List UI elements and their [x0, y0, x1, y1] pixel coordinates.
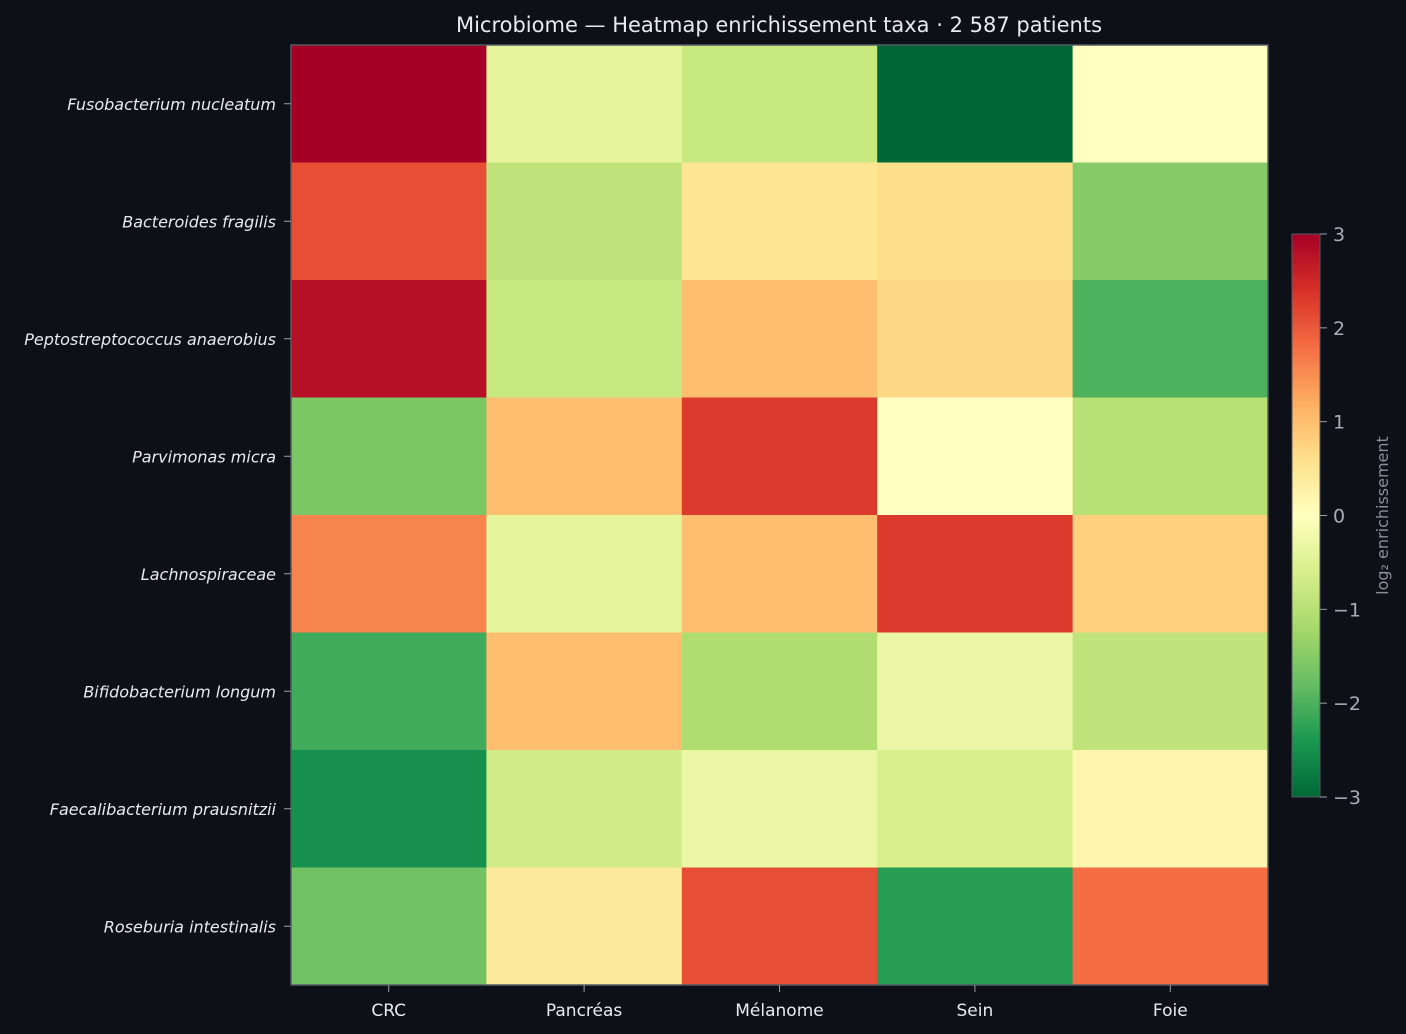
heatmap-cell: [877, 632, 1074, 751]
heatmap-cell: [486, 280, 683, 398]
colorbar-tick-label: 2: [1333, 318, 1345, 340]
heatmap-cell: [681, 45, 878, 163]
heatmap-cell: [681, 397, 878, 516]
heatmap-cell: [1072, 397, 1269, 516]
row-label: Lachnospiraceae: [141, 565, 276, 584]
row-label: Roseburia intestinalis: [104, 917, 276, 936]
column-labels: CRC Pancréas Mélanome Sein Foie: [371, 985, 1188, 1021]
heatmap-cell: [291, 750, 487, 868]
heatmap-cell: [1072, 750, 1269, 868]
colorbar-ticks: 3 2 1 0 −1 −2 −3: [1320, 224, 1361, 809]
column-label: Pancréas: [546, 1001, 623, 1021]
heatmap-cell: [1072, 162, 1269, 281]
heatmap-cell: [681, 867, 878, 986]
row-label: Parvimonas micra: [132, 447, 276, 466]
heatmap-cell: [486, 397, 683, 516]
heatmap-cell: [486, 162, 683, 281]
column-label: CRC: [371, 1001, 406, 1021]
heatmap-cell: [486, 867, 683, 986]
column-label: Mélanome: [735, 1001, 823, 1021]
heatmap-cell: [877, 397, 1074, 516]
colorbar-tick-label: 3: [1333, 224, 1345, 246]
row-label: Peptostreptococcus anaerobius: [24, 330, 276, 349]
heatmap-cell: [1072, 632, 1269, 751]
colorbar-label: log₂ enrichissement: [1373, 436, 1392, 595]
colorbar-tick-label: 0: [1333, 506, 1345, 528]
heatmap-cell: [877, 515, 1074, 633]
colorbar-tick-label: −3: [1333, 787, 1361, 809]
column-label: Sein: [957, 1001, 994, 1021]
heatmap-cell: [486, 45, 683, 163]
heatmap-cell: [877, 867, 1074, 986]
row-label: Fusobacterium nucleatum: [67, 95, 276, 114]
heatmap-cell: [1072, 45, 1269, 163]
heatmap-cell: [1072, 867, 1269, 986]
heatmap-cell: [486, 632, 683, 751]
heatmap-cell: [291, 280, 487, 398]
heatmap-cell: [291, 632, 487, 751]
row-label: Bifidobacterium longum: [83, 682, 276, 701]
heatmap-cell: [681, 750, 878, 868]
row-label: Bacteroides fragilis: [122, 212, 276, 231]
heatmap-cell: [486, 515, 683, 633]
heatmap-cell: [1072, 280, 1269, 398]
heatmap-cell: [291, 162, 487, 281]
colorbar-tick-label: −2: [1333, 693, 1361, 715]
heatmap-cell: [291, 867, 487, 986]
heatmap-cell: [291, 45, 487, 163]
heatmap-cell: [291, 515, 487, 633]
chart-title: Microbiome — Heatmap enrichissement taxa…: [456, 13, 1102, 37]
heatmap-cell: [486, 750, 683, 868]
colorbar-tick-label: 1: [1333, 412, 1345, 434]
heatmap-cell: [681, 515, 878, 633]
column-label: Foie: [1153, 1001, 1188, 1021]
heatmap-cells: [291, 45, 1269, 986]
heatmap-cell: [877, 162, 1074, 281]
heatmap-cell: [877, 280, 1074, 398]
colorbar-tick-label: −1: [1333, 599, 1361, 621]
heatmap-cell: [681, 162, 878, 281]
heatmap-cell: [877, 750, 1074, 868]
row-labels: Fusobacterium nucleatum Bacteroides fragi…: [24, 95, 291, 936]
heatmap-cell: [877, 45, 1074, 163]
row-label: Faecalibacterium prausnitzii: [50, 800, 277, 819]
heatmap-cell: [1072, 515, 1269, 633]
heatmap-cell: [681, 280, 878, 398]
heatmap-cell: [291, 397, 487, 516]
heatmap-cell: [681, 632, 878, 751]
colorbar: [1291, 233, 1321, 798]
